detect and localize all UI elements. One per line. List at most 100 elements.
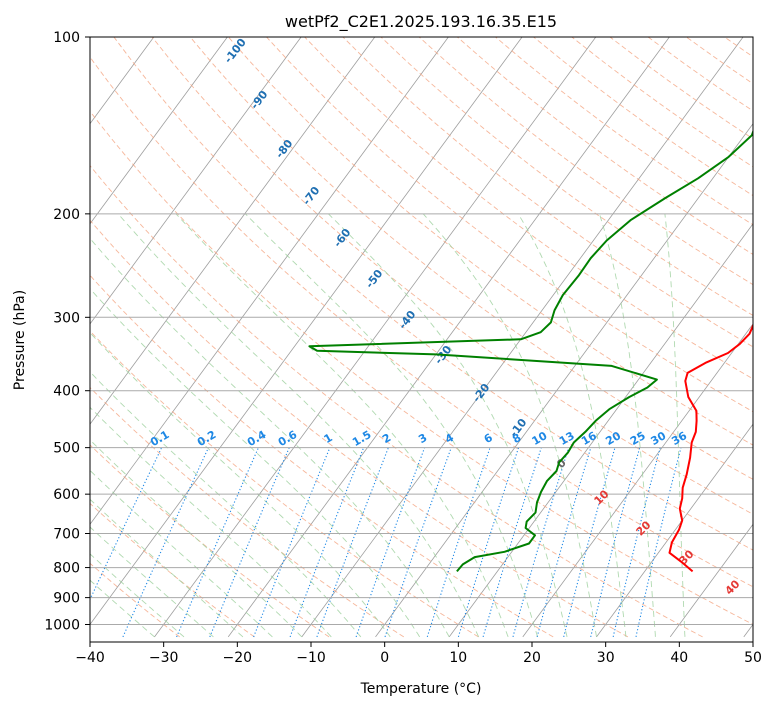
x-tick-label: 50: [744, 650, 762, 666]
dry-adiabat-line: [90, 56, 753, 588]
x-tick-label: −30: [149, 650, 179, 666]
mixing-ratio-line: [253, 447, 331, 638]
moist-adiabat-line: [245, 213, 539, 638]
isotherm-line: [448, 223, 753, 638]
mixing-ratio-label: 0.2: [195, 428, 218, 449]
mixing-ratio-label: 10: [530, 429, 550, 448]
moist-adiabat-line: [517, 213, 627, 637]
moist-adiabat-line: [90, 288, 421, 638]
y-axis: 100 200 300 400 500 600 700 800 900 1000: [44, 30, 90, 634]
y-tick-label: 600: [53, 487, 80, 503]
isotherm-line: [90, 37, 228, 225]
isotherm-line: [90, 37, 523, 626]
y-tick-label: 300: [53, 310, 80, 326]
x-tick-label: 20: [523, 650, 541, 666]
moist-adiabat-line: [90, 332, 391, 638]
dry-adiabat-line: [151, 37, 753, 515]
x-tick-label: 10: [449, 650, 467, 666]
isotherm-line: [90, 37, 302, 325]
dry-adiabat-label: -70: [300, 184, 323, 208]
mixing-ratio-label: 6: [482, 431, 495, 446]
moist-adiabat-label: 40: [723, 577, 743, 597]
moist-adiabat-line: [90, 406, 332, 638]
dry-adiabat-line: [90, 386, 405, 638]
mixing-ratio-line: [612, 447, 661, 638]
isotherm-line: [375, 123, 753, 638]
mixing-ratio-label: 1: [322, 431, 335, 446]
y-tick-label: 700: [53, 527, 80, 543]
mixing-ratio-line: [355, 447, 426, 638]
mixing-ratio-label: 1.5: [350, 428, 373, 449]
mixing-ratio-label: 25: [628, 429, 648, 448]
y-tick-label: 1000: [44, 618, 80, 634]
dry-adiabat-line: [304, 37, 753, 380]
moist-adiabat-line: [90, 237, 450, 638]
x-tick-label: 40: [670, 650, 688, 666]
plot-area: -100-90-80-70-60-50-40-30-20-100.1 0.2 0.4…: [0, 36, 775, 638]
dry-adiabat-line: [763, 37, 775, 637]
dewpoint-profile-line: [308, 129, 753, 573]
dry-adiabat-line: [90, 164, 703, 638]
dry-adiabat-label: -100: [222, 36, 249, 66]
y-tick-label: 500: [53, 441, 80, 457]
mixing-ratio-label: 13: [557, 429, 577, 448]
dry-adiabat-line: [90, 502, 255, 638]
mixing-ratio-line: [590, 447, 641, 638]
dry-adiabats: [90, 37, 775, 638]
mixing-ratio-label: 16: [579, 429, 599, 448]
mixing-ratio-line: [563, 447, 616, 638]
y-axis-label: Pressure (hPa): [12, 290, 28, 390]
mixing-ratio-label: 3: [416, 431, 429, 446]
mixing-ratio-line: [457, 447, 520, 638]
dry-adiabat-label: -90: [248, 88, 271, 112]
isotherm-line: [90, 37, 376, 425]
moist-adiabat-line: [90, 439, 303, 638]
isotherm-line: [154, 37, 597, 638]
moist-adiabat-label: 30: [677, 547, 697, 567]
dry-adiabat-line: [647, 37, 753, 112]
x-tick-label: 30: [597, 650, 615, 666]
mixing-ratio-label: 30: [649, 429, 669, 448]
dry-adiabat-line: [342, 37, 753, 348]
dry-adiabat-line: [189, 37, 753, 480]
mixing-ratio-line: [536, 447, 592, 638]
chart-title: wetPf2_C2E1.2025.193.16.35.E15: [285, 12, 557, 32]
mixing-ratio-line: [90, 447, 163, 601]
line-labels: -100-90-80-70-60-50-40-30-20-100.1 0.2 0.4…: [148, 36, 743, 598]
y-tick-label: 900: [53, 591, 80, 607]
mixing-ratio-line: [512, 447, 570, 638]
x-axis: −40 −30 −20 −10 0 10 20 30 40 50: [75, 642, 762, 666]
dry-adiabat-line: [571, 37, 753, 168]
profile-series: [308, 129, 753, 573]
dry-adiabat-line: [90, 562, 180, 638]
y-tick-label: 100: [53, 30, 80, 46]
isotherm-line: [596, 423, 753, 638]
dry-adiabat-line: [90, 274, 554, 638]
mixing-ratio-lines: [90, 447, 682, 638]
x-tick-label: 0: [380, 650, 389, 666]
moist-adiabat-label: 20: [634, 518, 654, 538]
moist-adiabat-line: [422, 213, 597, 637]
moist-adiabat-line: [175, 213, 509, 638]
dry-adiabat-line: [90, 330, 479, 638]
isobar-grid: [90, 37, 753, 625]
isotherm-line: [0, 37, 6, 637]
x-axis-label: Temperature (°C): [360, 681, 482, 697]
dry-adiabat-line: [113, 37, 753, 551]
x-tick-label: −40: [75, 650, 105, 666]
dry-adiabat-line: [266, 37, 753, 413]
mixing-ratio-line: [384, 447, 452, 638]
dry-adiabat-line: [380, 37, 753, 316]
mixing-ratio-label: 36: [669, 429, 689, 448]
dry-adiabat-line: [90, 444, 330, 638]
y-tick-label: 400: [53, 384, 80, 400]
dry-adiabat-line: [418, 37, 753, 286]
isotherm-grid: [0, 37, 753, 638]
dry-adiabat-line: [457, 37, 753, 255]
mixing-ratio-line: [426, 447, 491, 638]
isotherm-line: [522, 323, 753, 638]
dry-adiabat-label: -40: [396, 308, 419, 332]
mixing-ratio-line: [635, 447, 682, 638]
isotherm-line: [301, 37, 744, 638]
